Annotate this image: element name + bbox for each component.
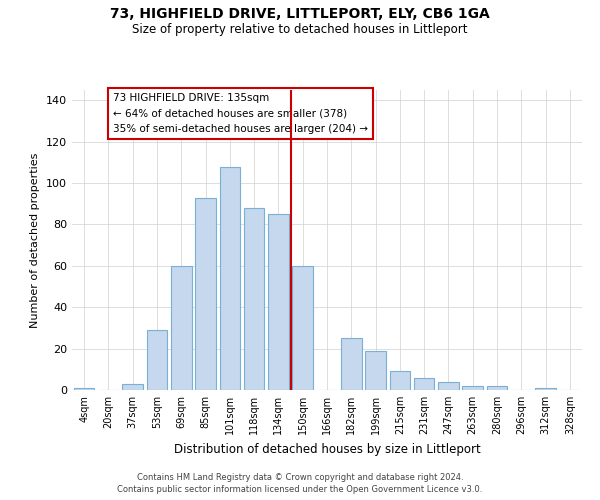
- Bar: [74, 388, 94, 390]
- Bar: [220, 166, 240, 390]
- Text: 73 HIGHFIELD DRIVE: 135sqm
← 64% of detached houses are smaller (378)
35% of sem: 73 HIGHFIELD DRIVE: 135sqm ← 64% of deta…: [113, 93, 368, 134]
- Bar: [292, 266, 313, 390]
- Bar: [244, 208, 265, 390]
- Y-axis label: Number of detached properties: Number of detached properties: [31, 152, 40, 328]
- Bar: [122, 384, 143, 390]
- Bar: [414, 378, 434, 390]
- Bar: [463, 386, 483, 390]
- Bar: [389, 372, 410, 390]
- Bar: [535, 388, 556, 390]
- Text: Distribution of detached houses by size in Littleport: Distribution of detached houses by size …: [173, 442, 481, 456]
- Text: Contains public sector information licensed under the Open Government Licence v3: Contains public sector information licen…: [118, 485, 482, 494]
- Bar: [365, 350, 386, 390]
- Text: Contains HM Land Registry data © Crown copyright and database right 2024.: Contains HM Land Registry data © Crown c…: [137, 472, 463, 482]
- Bar: [487, 386, 508, 390]
- Text: Size of property relative to detached houses in Littleport: Size of property relative to detached ho…: [132, 22, 468, 36]
- Bar: [438, 382, 459, 390]
- Bar: [268, 214, 289, 390]
- Bar: [146, 330, 167, 390]
- Bar: [195, 198, 216, 390]
- Text: 73, HIGHFIELD DRIVE, LITTLEPORT, ELY, CB6 1GA: 73, HIGHFIELD DRIVE, LITTLEPORT, ELY, CB…: [110, 8, 490, 22]
- Bar: [341, 338, 362, 390]
- Bar: [171, 266, 191, 390]
